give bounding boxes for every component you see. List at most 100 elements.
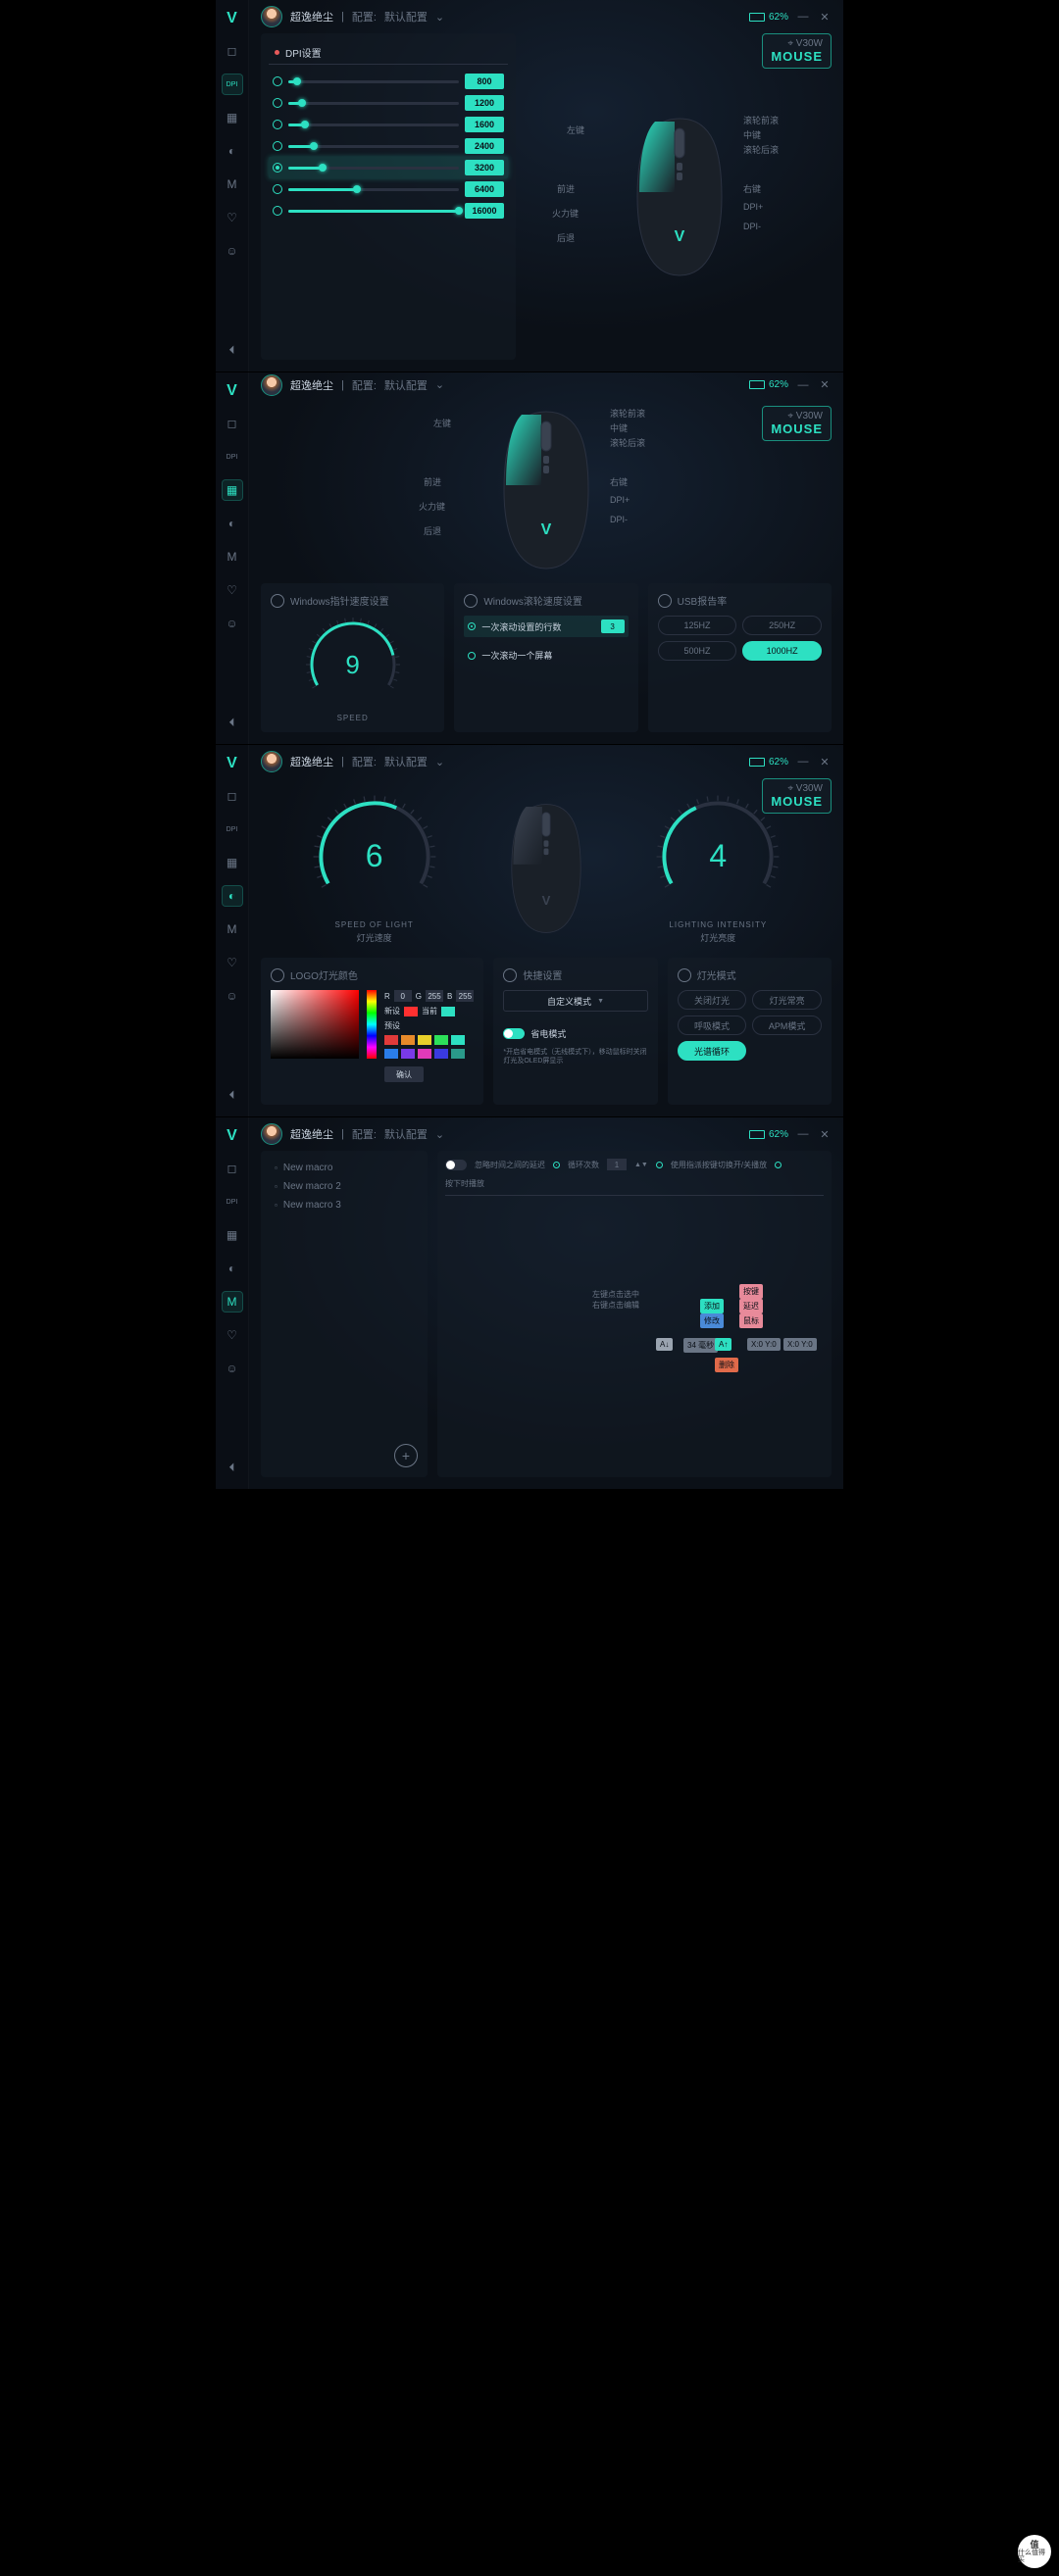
- mouse-callout[interactable]: 后退: [557, 231, 575, 244]
- nav-thumb-icon[interactable]: ♡: [223, 953, 242, 972]
- dpi-row[interactable]: 2400: [269, 135, 508, 157]
- pointer-gauge[interactable]: 9: [304, 616, 402, 714]
- nav-dpi-icon[interactable]: DPI: [223, 447, 242, 467]
- nav-user-icon[interactable]: ☺: [223, 241, 242, 261]
- mouse-callout[interactable]: 左键: [567, 124, 584, 136]
- usb-rate-option[interactable]: 500HZ: [658, 641, 737, 661]
- dpi-slider[interactable]: [288, 124, 459, 126]
- preset-swatch[interactable]: [451, 1035, 465, 1045]
- dpi-radio[interactable]: [273, 141, 282, 151]
- dpi-row[interactable]: 1200: [269, 92, 508, 114]
- dpi-radio[interactable]: [273, 76, 282, 86]
- close-button[interactable]: ✕: [818, 755, 832, 768]
- mouse-callout[interactable]: 滚轮前滚: [743, 114, 779, 126]
- macro-node[interactable]: 添加: [700, 1299, 724, 1313]
- preset-swatch[interactable]: [418, 1049, 431, 1059]
- nav-home-icon[interactable]: ◻: [223, 414, 242, 433]
- minimize-button[interactable]: —: [796, 755, 810, 768]
- preset-swatch[interactable]: [434, 1049, 448, 1059]
- close-button[interactable]: ✕: [818, 378, 832, 392]
- macro-item[interactable]: New macro: [269, 1159, 420, 1177]
- nav-light-icon[interactable]: ◐: [223, 1259, 242, 1278]
- light-mode-option[interactable]: 光谱循环: [678, 1041, 747, 1061]
- loop-radio[interactable]: [553, 1162, 560, 1168]
- nav-thumb-icon[interactable]: ♡: [223, 208, 242, 227]
- nav-light-icon[interactable]: ◐: [223, 886, 242, 906]
- nav-grid-icon[interactable]: ▦: [223, 480, 242, 500]
- preset-swatch[interactable]: [434, 1035, 448, 1045]
- macro-item[interactable]: New macro 3: [269, 1196, 420, 1214]
- nav-user-icon[interactable]: ☺: [223, 614, 242, 633]
- dpi-row[interactable]: 16000: [269, 200, 508, 222]
- color-field[interactable]: [271, 990, 359, 1059]
- scroll-page-option[interactable]: 一次滚动一个屏幕: [464, 645, 628, 666]
- mouse-callout[interactable]: 中键: [743, 128, 761, 141]
- avatar[interactable]: [261, 374, 282, 396]
- light-mode-option[interactable]: 灯光常亮: [752, 990, 822, 1010]
- usb-rate-option[interactable]: 1000HZ: [742, 641, 822, 661]
- dpi-row[interactable]: 1600: [269, 114, 508, 135]
- macro-node[interactable]: 按键: [739, 1284, 763, 1299]
- macro-node[interactable]: X:0 Y:0: [783, 1338, 817, 1351]
- macro-node[interactable]: 鼠标: [739, 1313, 763, 1328]
- dpi-row[interactable]: 3200: [269, 157, 508, 178]
- mode-dropdown[interactable]: 自定义模式: [503, 990, 647, 1012]
- macro-node[interactable]: A↓: [656, 1338, 673, 1351]
- mouse-callout[interactable]: 滚轮前滚: [610, 407, 645, 420]
- mouse-callout[interactable]: DPI-: [743, 222, 761, 231]
- toggle-play-radio[interactable]: [656, 1162, 663, 1168]
- mouse-callout[interactable]: 火力键: [419, 500, 445, 513]
- light-speed-gauge[interactable]: 6 SPEED OF LIGHT 灯光速度: [311, 793, 438, 944]
- preset-swatch[interactable]: [384, 1035, 398, 1045]
- dpi-radio[interactable]: [273, 184, 282, 194]
- avatar[interactable]: [261, 1123, 282, 1145]
- hold-play-radio[interactable]: [775, 1162, 782, 1168]
- macro-node[interactable]: 删除: [715, 1358, 738, 1372]
- mouse-callout[interactable]: 滚轮后滚: [610, 436, 645, 449]
- nav-light-icon[interactable]: ◐: [223, 141, 242, 161]
- mouse-callout[interactable]: DPI+: [743, 202, 763, 212]
- nav-dpi-icon[interactable]: DPI: [223, 1192, 242, 1212]
- nav-collapse-icon[interactable]: ⏴: [223, 340, 242, 360]
- dpi-row[interactable]: 800: [269, 71, 508, 92]
- nav-dpi-icon[interactable]: DPI: [223, 819, 242, 839]
- mouse-callout[interactable]: 左键: [433, 417, 451, 429]
- preset-swatch[interactable]: [401, 1049, 415, 1059]
- config-value[interactable]: 默认配置: [384, 9, 428, 25]
- nav-light-icon[interactable]: ◐: [223, 514, 242, 533]
- nav-home-icon[interactable]: ◻: [223, 41, 242, 61]
- ignore-delay-toggle[interactable]: [445, 1160, 467, 1170]
- nav-user-icon[interactable]: ☺: [223, 1359, 242, 1378]
- mouse-callout[interactable]: 前进: [424, 475, 441, 488]
- nav-collapse-icon[interactable]: ⏴: [223, 1458, 242, 1477]
- add-macro-button[interactable]: +: [394, 1444, 418, 1467]
- preset-swatch[interactable]: [384, 1049, 398, 1059]
- dpi-radio[interactable]: [273, 206, 282, 216]
- preset-swatch[interactable]: [401, 1035, 415, 1045]
- dpi-radio[interactable]: [273, 120, 282, 129]
- macro-node[interactable]: 修改: [700, 1313, 724, 1328]
- nav-grid-icon[interactable]: ▦: [223, 108, 242, 127]
- nav-user-icon[interactable]: ☺: [223, 986, 242, 1006]
- nav-home-icon[interactable]: ◻: [223, 1159, 242, 1178]
- light-mode-option[interactable]: 呼吸模式: [678, 1016, 747, 1035]
- mouse-callout[interactable]: 中键: [610, 421, 628, 434]
- macro-node[interactable]: 延迟: [739, 1299, 763, 1313]
- dpi-slider[interactable]: [288, 167, 459, 170]
- dpi-radio[interactable]: [273, 98, 282, 108]
- avatar[interactable]: [261, 751, 282, 772]
- macro-node[interactable]: A↑: [715, 1338, 731, 1351]
- mouse-callout[interactable]: 火力键: [552, 207, 579, 220]
- mouse-callout[interactable]: 后退: [424, 524, 441, 537]
- minimize-button[interactable]: —: [796, 10, 810, 24]
- nav-grid-icon[interactable]: ▦: [223, 853, 242, 872]
- mouse-callout[interactable]: 前进: [557, 182, 575, 195]
- nav-grid-icon[interactable]: ▦: [223, 1225, 242, 1245]
- nav-macro-icon[interactable]: M: [223, 547, 242, 567]
- nav-thumb-icon[interactable]: ♡: [223, 1325, 242, 1345]
- nav-macro-icon[interactable]: M: [223, 919, 242, 939]
- nav-macro-icon[interactable]: M: [223, 1292, 242, 1312]
- mouse-callout[interactable]: DPI-: [610, 515, 628, 524]
- macro-node[interactable]: X:0 Y:0: [747, 1338, 781, 1351]
- dpi-slider[interactable]: [288, 210, 459, 213]
